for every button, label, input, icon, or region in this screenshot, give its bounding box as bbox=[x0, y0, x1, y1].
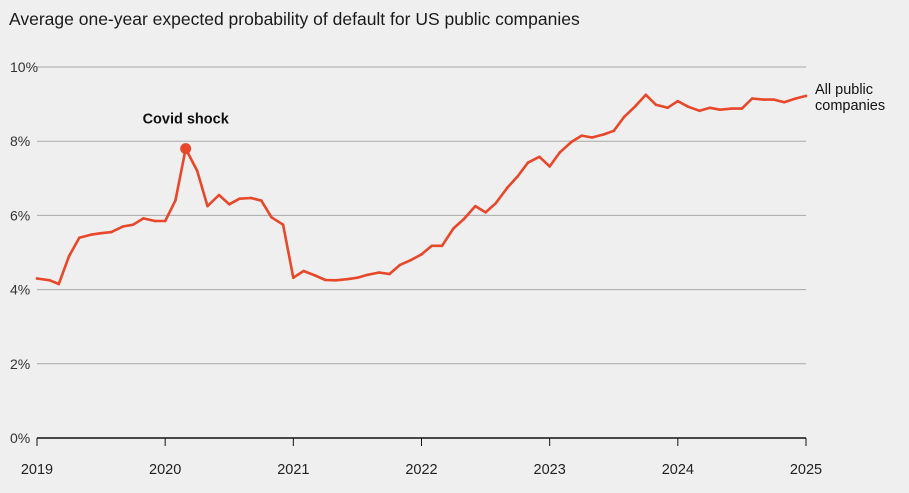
data-point bbox=[35, 277, 39, 280]
data-point bbox=[174, 199, 177, 202]
data-point bbox=[388, 272, 391, 276]
data-point bbox=[334, 279, 337, 282]
y-tick-label: 10% bbox=[10, 59, 38, 75]
data-point bbox=[302, 269, 305, 273]
data-point bbox=[698, 109, 701, 113]
data-point bbox=[57, 282, 61, 286]
data-point bbox=[398, 263, 402, 267]
data-point bbox=[462, 217, 466, 221]
y-tick-label: 6% bbox=[10, 207, 30, 223]
data-point bbox=[762, 98, 766, 101]
series-label-line: companies bbox=[815, 98, 885, 114]
covid-shock-label: Covid shock bbox=[143, 112, 230, 128]
y-tick-label: 2% bbox=[10, 356, 30, 372]
data-point bbox=[740, 107, 744, 110]
data-point bbox=[163, 219, 167, 223]
x-tick-label: 2021 bbox=[277, 462, 309, 478]
data-point bbox=[538, 155, 541, 159]
data-point bbox=[345, 277, 349, 281]
data-point bbox=[570, 140, 573, 144]
data-point bbox=[292, 276, 295, 280]
x-tick-label: 2019 bbox=[21, 462, 53, 478]
data-point bbox=[67, 254, 71, 258]
x-tick-label: 2022 bbox=[405, 462, 437, 478]
data-point bbox=[377, 271, 381, 274]
y-axis-ticks: 0% 2% 4% 6% 8% 10% bbox=[10, 59, 38, 446]
data-point bbox=[281, 223, 285, 226]
data-point bbox=[48, 279, 52, 282]
x-tick-label: 2025 bbox=[790, 462, 822, 478]
data-point bbox=[590, 136, 594, 139]
data-point bbox=[249, 196, 253, 200]
data-point bbox=[153, 219, 157, 223]
x-tick-label: 2024 bbox=[662, 462, 694, 478]
data-point bbox=[440, 244, 444, 248]
data-point bbox=[602, 133, 605, 136]
data-point bbox=[558, 151, 562, 154]
data-point bbox=[77, 236, 81, 239]
data-point bbox=[452, 227, 455, 230]
data-point bbox=[782, 100, 786, 104]
data-point bbox=[526, 161, 530, 165]
data-point bbox=[686, 105, 690, 108]
data-point bbox=[718, 108, 722, 111]
data-point bbox=[622, 115, 626, 119]
data-point bbox=[420, 253, 423, 256]
y-tick-label: 8% bbox=[10, 133, 30, 149]
y-tick-label: 4% bbox=[10, 282, 30, 298]
data-point bbox=[238, 197, 241, 201]
data-point bbox=[772, 98, 776, 101]
data-point bbox=[730, 107, 733, 110]
chart-title: Average one-year expected probability of… bbox=[9, 9, 580, 29]
annotations: Covid shock bbox=[143, 112, 230, 155]
data-point bbox=[634, 104, 637, 108]
y-tick-label: 0% bbox=[10, 430, 30, 446]
data-point bbox=[356, 276, 359, 280]
x-tick-label: 2020 bbox=[149, 462, 181, 478]
data-point bbox=[654, 103, 658, 107]
data-point bbox=[366, 273, 369, 277]
covid-shock-marker bbox=[180, 143, 192, 155]
data-point bbox=[794, 97, 798, 100]
data-point bbox=[217, 193, 221, 197]
data-point bbox=[313, 274, 317, 277]
data-point bbox=[195, 169, 199, 173]
data-point bbox=[804, 94, 808, 98]
data-point bbox=[676, 99, 680, 103]
data-point bbox=[259, 199, 263, 202]
data-point bbox=[516, 175, 519, 178]
series-label: All public companies bbox=[815, 82, 885, 114]
data-point bbox=[227, 202, 231, 206]
data-point bbox=[142, 217, 145, 220]
data-point bbox=[666, 106, 669, 110]
x-tick-label: 2023 bbox=[534, 462, 566, 478]
data-point bbox=[206, 204, 209, 208]
series-layer: All public companies bbox=[35, 82, 885, 286]
data-point bbox=[750, 97, 754, 100]
data-point bbox=[324, 278, 327, 282]
data-point bbox=[644, 93, 648, 97]
series-label-line: All public bbox=[815, 82, 873, 98]
data-point bbox=[474, 204, 477, 208]
data-point bbox=[121, 225, 125, 228]
data-point bbox=[708, 106, 712, 110]
data-point bbox=[110, 230, 113, 234]
data-point bbox=[131, 223, 135, 226]
data-point bbox=[89, 233, 93, 236]
data-point bbox=[484, 211, 487, 214]
data-point bbox=[506, 186, 509, 189]
data-point bbox=[494, 201, 498, 205]
data-point bbox=[612, 129, 616, 133]
data-point bbox=[548, 165, 551, 168]
x-axis-ticks: 2019 2020 2021 2022 2023 2024 2025 bbox=[21, 438, 822, 478]
data-point bbox=[580, 134, 584, 137]
data-point bbox=[270, 215, 273, 219]
data-point bbox=[99, 231, 103, 235]
data-point bbox=[409, 258, 413, 262]
data-point bbox=[430, 244, 434, 248]
